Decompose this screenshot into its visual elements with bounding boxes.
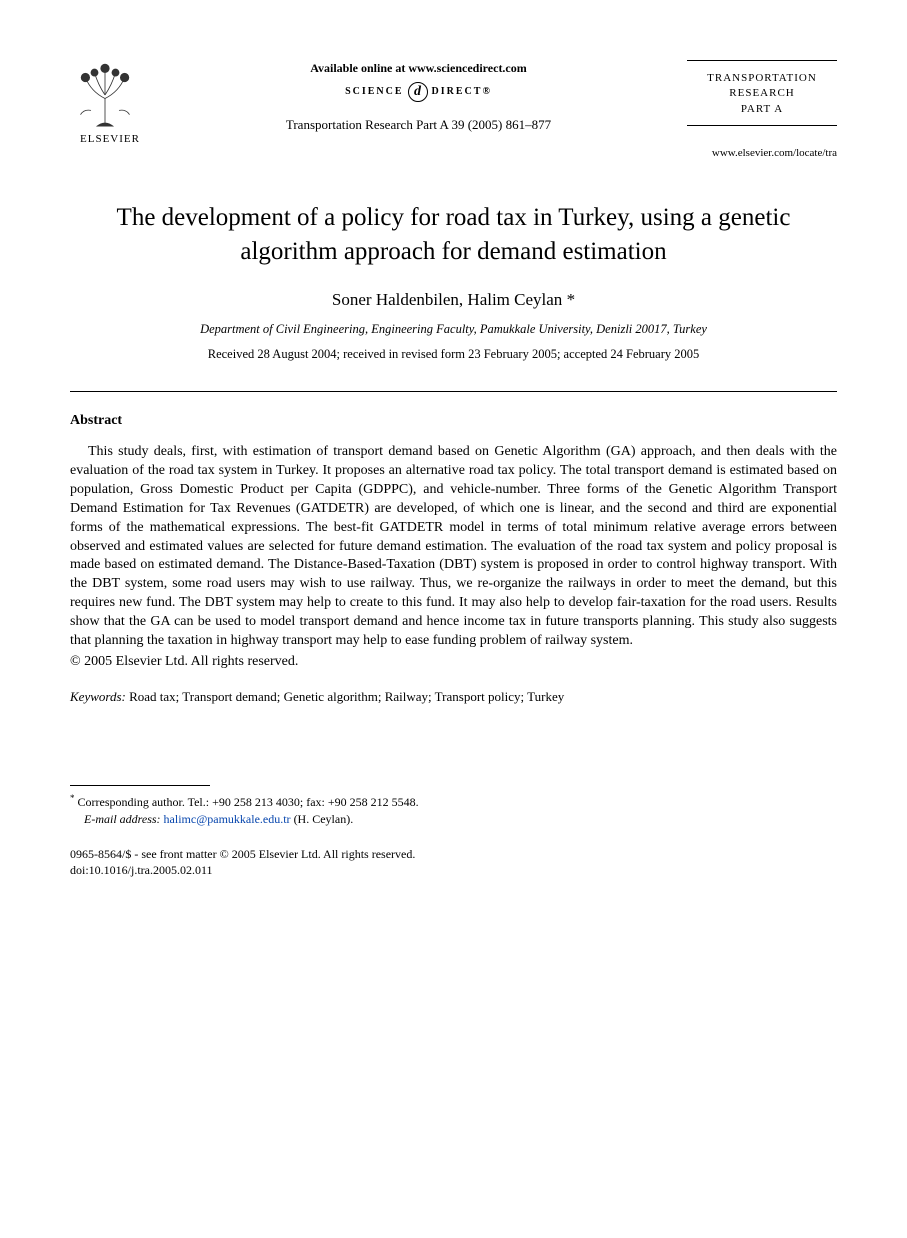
- doi-line: doi:10.1016/j.tra.2005.02.011: [70, 862, 837, 878]
- page-header: ELSEVIER Available online at www.science…: [70, 60, 837, 161]
- affiliation: Department of Civil Engineering, Enginee…: [70, 321, 837, 338]
- authors-line: Soner Haldenbilen, Halim Ceylan *: [70, 289, 837, 312]
- front-matter-line: 0965-8564/$ - see front matter © 2005 El…: [70, 846, 837, 862]
- journal-box: TRANSPORTATION RESEARCH PART A www.elsev…: [687, 60, 837, 161]
- abstract-copyright: © 2005 Elsevier Ltd. All rights reserved…: [70, 653, 837, 672]
- article-title: The development of a policy for road tax…: [90, 201, 817, 269]
- footnote-corr-text: Corresponding author. Tel.: +90 258 213 …: [78, 795, 419, 809]
- citation-line: Transportation Research Part A 39 (2005)…: [170, 116, 667, 134]
- abstract-text: This study deals, first, with estimation…: [70, 443, 837, 651]
- journal-line2: RESEARCH: [691, 86, 833, 101]
- sd-right: DIRECT®: [432, 85, 492, 99]
- header-center: Available online at www.sciencedirect.co…: [150, 60, 687, 134]
- section-rule: [70, 391, 837, 392]
- email-label: E-mail address:: [84, 812, 161, 826]
- email-paren: (H. Ceylan).: [294, 812, 354, 826]
- sd-badge-icon: d: [408, 82, 428, 102]
- corresponding-footnote: * Corresponding author. Tel.: +90 258 21…: [70, 792, 837, 828]
- keywords-line: Keywords: Road tax; Transport demand; Ge…: [70, 688, 837, 706]
- meta-footer: 0965-8564/$ - see front matter © 2005 El…: [70, 846, 837, 878]
- abstract-body: This study deals, first, with estimation…: [70, 443, 837, 672]
- corresponding-email-link[interactable]: halimc@pamukkale.edu.tr: [164, 812, 291, 826]
- available-online-text: Available online at www.sciencedirect.co…: [170, 60, 667, 76]
- authors-names: Soner Haldenbilen, Halim Ceylan: [332, 290, 562, 309]
- keywords-text: Road tax; Transport demand; Genetic algo…: [129, 689, 564, 704]
- elsevier-tree-icon: [70, 60, 140, 130]
- keywords-label: Keywords:: [70, 689, 126, 704]
- sd-left: SCIENCE: [345, 85, 403, 99]
- footnote-marker: *: [70, 793, 75, 803]
- journal-line3: PART A: [691, 102, 833, 117]
- science-direct-logo: SCIENCE d DIRECT®: [345, 82, 492, 102]
- journal-box-inner: TRANSPORTATION RESEARCH PART A: [687, 60, 837, 126]
- corresponding-marker: *: [567, 290, 576, 309]
- footnote-rule: [70, 785, 210, 786]
- journal-site-link[interactable]: www.elsevier.com/locate/tra: [687, 146, 837, 161]
- abstract-heading: Abstract: [70, 412, 837, 431]
- publisher-name: ELSEVIER: [70, 132, 150, 147]
- journal-line1: TRANSPORTATION: [691, 71, 833, 86]
- publisher-logo: ELSEVIER: [70, 60, 150, 147]
- article-dates: Received 28 August 2004; received in rev…: [70, 346, 837, 363]
